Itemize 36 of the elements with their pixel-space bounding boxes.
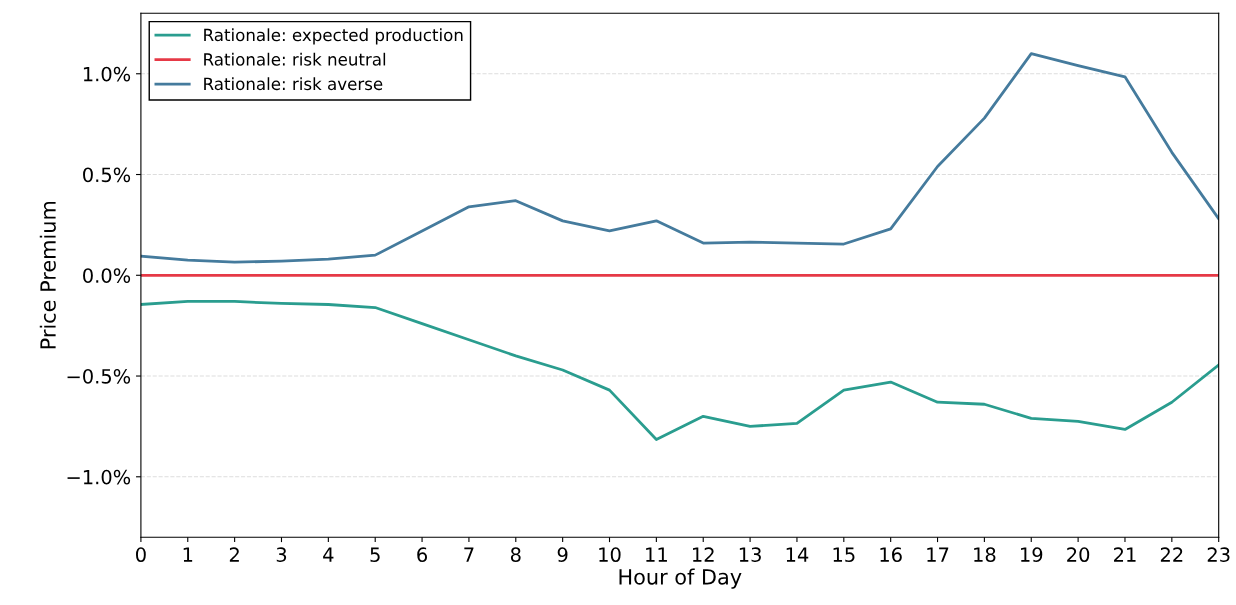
legend-label: Rationale: expected production: [204, 28, 463, 45]
x-tick-label: 2: [229, 547, 239, 562]
x-axis-title: Hour of Day: [619, 568, 742, 589]
x-tick-label: 5: [370, 547, 380, 563]
x-tick-label: 16: [880, 547, 902, 563]
y-tick-label: 0.0%: [83, 268, 131, 283]
x-tick-label: 19: [1021, 547, 1043, 563]
x-tick-label: 12: [692, 547, 714, 562]
x-tick-label: 22: [1160, 547, 1183, 562]
line-series: [140, 300, 1219, 441]
x-tick-label: 8: [510, 547, 521, 563]
x-tick-label: 17: [927, 547, 949, 562]
x-tick-label: 13: [739, 547, 761, 563]
legend-label: Rationale: risk averse: [204, 77, 383, 91]
x-tick-label: 20: [1067, 547, 1090, 563]
x-tick-label: 7: [464, 547, 474, 562]
x-tick-label: 23: [1207, 547, 1230, 563]
y-axis-title: Price Premium: [39, 201, 56, 349]
y-tick-label: −1.0%: [67, 469, 131, 485]
x-tick-label: 21: [1114, 547, 1136, 562]
x-tick-label: 6: [417, 547, 428, 563]
y-tick-label: −0.5%: [67, 368, 131, 384]
x-tick-label: 15: [833, 547, 855, 563]
x-tick-label: 1: [183, 547, 193, 562]
legend-label: Rationale: risk neutral: [204, 52, 386, 66]
x-tick-label: 4: [323, 547, 334, 562]
x-tick-label: 14: [786, 547, 809, 562]
x-tick-label: 10: [599, 547, 621, 563]
x-tick-label: 0: [136, 547, 146, 563]
line-series: [140, 52, 1219, 264]
y-tick-label: 1.0%: [83, 66, 131, 82]
x-tick-label: 11: [646, 547, 667, 562]
x-tick-label: 9: [557, 547, 568, 563]
x-tick-label: 18: [974, 547, 996, 563]
x-tick-label: 3: [276, 547, 287, 563]
y-tick-label: 0.5%: [83, 167, 131, 183]
